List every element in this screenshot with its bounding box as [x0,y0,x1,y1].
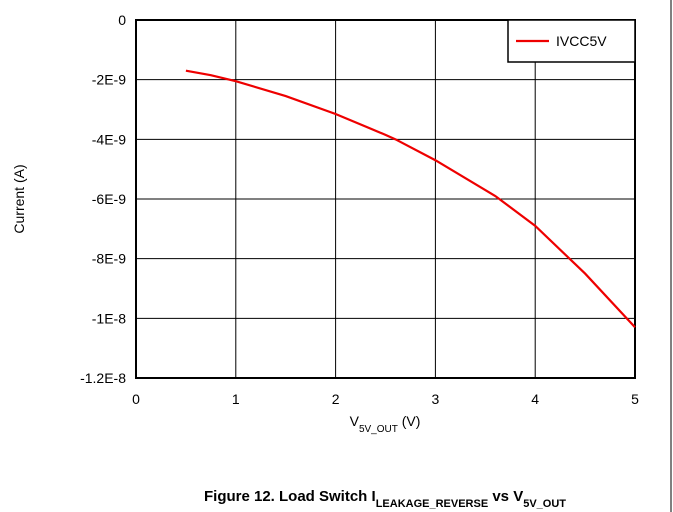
y-tick-label: -1.2E-8 [80,370,126,386]
text-part: 5V_OUT [359,424,398,435]
y-axis-label: Current (A) [11,164,27,233]
caption: Figure 12. Load Switch ILEAKAGE_REVERSE … [204,488,566,510]
plot-frame [135,19,636,379]
text-part: Figure 12. Load Switch I [204,488,376,505]
text-part: V [350,413,360,429]
x-axis-label: V5V_OUT (V) [350,413,421,435]
x-tick-label: 4 [531,391,539,407]
text-part: LEAKAGE_REVERSE [376,498,488,510]
x-tick-label: 3 [432,391,440,407]
x-tick-label: 1 [232,391,240,407]
x-tick-label: 0 [132,391,140,407]
legend-label: IVCC5V [556,33,607,49]
y-tick-label: -6E-9 [92,191,126,207]
x-tick-label: 2 [332,391,340,407]
y-tick-label: -4E-9 [92,131,126,147]
text-part: vs V [488,488,523,505]
data-line [185,69,636,329]
y-tick-label: -2E-9 [92,72,126,88]
legend-box [507,19,636,63]
text-part: 5V_OUT [523,498,566,510]
x-tick-label: 5 [631,391,639,407]
y-tick-label: -8E-9 [92,251,126,267]
y-tick-label: 0 [118,12,126,28]
y-tick-label: -1E-8 [92,310,126,326]
text-part: (V) [398,413,421,429]
